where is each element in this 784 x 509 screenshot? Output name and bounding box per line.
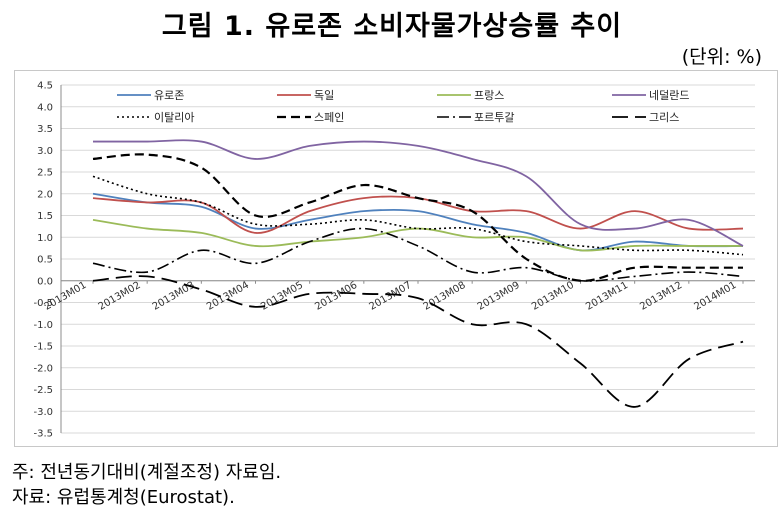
x-tick-label: 2013M08 <box>422 280 468 313</box>
note-seasonal: 주: 전년동기대비(계절조정) 자료임. <box>12 462 282 483</box>
series-line-7 <box>92 275 744 408</box>
x-tick-label: 2013M06 <box>313 280 359 313</box>
legend-label: 그리스 <box>649 111 679 124</box>
series-line-3 <box>93 139 744 247</box>
x-tick-label: 2013M07 <box>367 280 413 313</box>
y-tick-label: 2.0 <box>37 189 53 200</box>
legend-label: 유로존 <box>154 89 184 102</box>
unit-label: (단위: %) <box>681 46 762 68</box>
legend-label: 포르투갈 <box>474 110 514 124</box>
figure-title: 그림 1. 유로존 소비자물가상승률 추이 <box>161 11 623 42</box>
line-chart: 4.5 4.0 3.5 3.0 2.5 2.0 1.5 1.0 0.5 0.0 -0.5 -1.0 -1… <box>33 81 755 440</box>
series-line-6 <box>92 227 744 282</box>
x-tick-label: 2013M10 <box>530 280 576 313</box>
legend-label: 스페인 <box>314 111 344 124</box>
y-tick-label: -2.0 <box>33 363 53 374</box>
y-tick-label: 1.0 <box>37 233 53 244</box>
series-line-0 <box>92 192 744 252</box>
y-tick-label: -1.5 <box>33 342 53 353</box>
chart-frame: 4.5 4.0 3.5 3.0 2.5 2.0 1.5 1.0 0.5 0.0 -0.5 -1.0 -1… <box>14 70 778 447</box>
y-tick-label: 4.5 <box>37 81 53 92</box>
y-tick-label: -2.5 <box>33 385 53 396</box>
x-tick-label: 2013M09 <box>476 280 522 313</box>
series-line-5 <box>92 153 743 282</box>
y-tick-label: 0.5 <box>37 255 53 266</box>
y-tick-label: -0.5 <box>33 298 53 309</box>
y-tick-label: -3.5 <box>33 429 53 440</box>
x-tick-label: 2013M11 <box>584 280 630 313</box>
legend-label: 네덜란드 <box>649 89 689 102</box>
y-tick-label: 0.0 <box>37 276 53 287</box>
y-tick-label: 2.5 <box>37 168 53 179</box>
x-tick-label: 2013M02 <box>97 280 143 313</box>
x-tick-label: 2013M12 <box>638 280 684 313</box>
x-tick-label: 2013M04 <box>205 280 251 313</box>
legend-label: 프랑스 <box>474 89 504 102</box>
series-line-4 <box>92 175 744 256</box>
x-tick-label: 2014M01 <box>692 280 738 313</box>
y-tick-label: -1.0 <box>33 320 53 331</box>
y-tick-label: 3.5 <box>37 124 53 135</box>
note-source: 자료: 유럽통계청(Eurostat). <box>12 487 235 508</box>
y-tick-label: 1.5 <box>37 211 53 222</box>
y-tick-label: -3.0 <box>33 407 53 418</box>
legend-label: 독일 <box>314 88 334 102</box>
series-line-2 <box>92 218 743 252</box>
legend-label: 이탈리아 <box>154 111 194 124</box>
y-tick-label: 3.0 <box>37 146 53 157</box>
x-tick-label: 2013M03 <box>151 280 197 313</box>
y-tick-label: 4.0 <box>37 102 53 113</box>
